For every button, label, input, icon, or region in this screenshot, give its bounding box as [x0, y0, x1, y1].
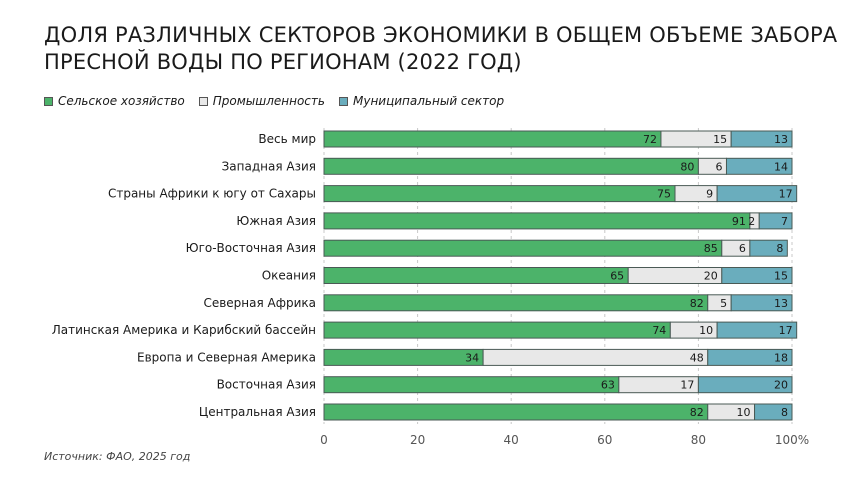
bar-segment — [323, 239, 723, 257]
legend-swatch-municipal — [338, 96, 348, 106]
x-tick-label: 80 — [691, 433, 706, 447]
legend-label: Промышленность — [212, 94, 325, 108]
source-note: Источник: ФАО, 2025 год — [44, 450, 191, 463]
data-label: 18 — [774, 351, 788, 364]
data-label: 9 — [706, 188, 713, 201]
bar-segment — [754, 403, 793, 421]
bar-segment — [716, 321, 798, 339]
data-label: 13 — [774, 133, 788, 146]
data-label: 17 — [779, 188, 793, 201]
data-label: 8 — [781, 406, 788, 419]
data-label: 20 — [704, 270, 718, 283]
bar-segment — [323, 212, 751, 230]
bar-segment — [716, 185, 798, 203]
bar-segment — [323, 130, 662, 148]
bar-segment — [323, 403, 709, 421]
data-label: 74 — [652, 324, 666, 337]
x-tick-label: 40 — [504, 433, 519, 447]
bar-segment — [697, 376, 793, 394]
data-label: 48 — [690, 351, 704, 364]
data-label: 7 — [781, 215, 788, 228]
category-label: Юго-Восточная Азия — [186, 241, 316, 255]
bar-segment — [707, 348, 793, 366]
data-label: 6 — [715, 160, 722, 173]
category-label: Страны Африки к югу от Сахары — [108, 187, 316, 201]
bar-segment — [749, 239, 788, 257]
bar-segment — [323, 321, 671, 339]
legend-label: Муниципальный сектор — [352, 94, 505, 108]
bar-segment — [730, 130, 793, 148]
data-label: 6 — [739, 242, 746, 255]
chart-title: Доля различных секторов экономики в обще… — [44, 23, 838, 74]
data-label: 10 — [699, 324, 713, 337]
data-label: 34 — [465, 351, 479, 364]
category-label: Латинская Америка и Карибский бассейн — [52, 323, 316, 337]
x-tick-label: 20 — [410, 433, 425, 447]
bar-segment — [323, 348, 484, 366]
legend-swatch-industry — [198, 96, 208, 106]
data-label: 10 — [737, 406, 751, 419]
bar-segment — [323, 267, 629, 284]
bar-segment — [482, 348, 709, 366]
legend-item-municipal: Муниципальный сектор — [338, 94, 505, 108]
bar-segment — [758, 212, 793, 230]
data-label: 2 — [748, 215, 755, 228]
data-label: 75 — [657, 188, 671, 201]
bar-segment — [725, 157, 793, 175]
data-label: 8 — [776, 242, 783, 255]
data-label: 20 — [774, 379, 788, 392]
category-label: Восточная Азия — [217, 378, 316, 392]
data-label: 82 — [690, 297, 704, 310]
bar-segment — [721, 267, 793, 284]
category-label: Западная Азия — [222, 159, 316, 173]
data-label: 17 — [680, 379, 694, 392]
category-label: Южная Азия — [236, 214, 316, 228]
legend: Сельское хозяйство Промышленность Муници… — [44, 94, 504, 108]
data-label: 5 — [720, 297, 727, 310]
data-label: 15 — [713, 133, 727, 146]
category-label: Европа и Северная Америка — [137, 350, 316, 364]
legend-item-agriculture: Сельское хозяйство — [44, 94, 185, 108]
data-label: 14 — [774, 160, 788, 173]
legend-label: Сельское хозяйство — [58, 94, 185, 108]
bar-segment — [323, 157, 699, 175]
x-tick-label: 0 — [320, 433, 328, 447]
legend-swatch-agriculture — [44, 96, 53, 106]
data-label: 85 — [704, 242, 718, 255]
data-label: 82 — [690, 406, 704, 419]
bar-segment — [323, 185, 676, 203]
data-label: 13 — [774, 297, 788, 310]
category-label: Центральная Азия — [199, 405, 316, 419]
data-label: 65 — [610, 270, 624, 283]
bar-segment — [730, 294, 793, 312]
data-label: 63 — [601, 379, 615, 392]
bar-segment — [323, 294, 709, 312]
category-label: Весь мир — [258, 132, 316, 146]
data-label: 15 — [774, 270, 788, 283]
data-label: 72 — [643, 133, 657, 146]
legend-item-industry: Промышленность — [198, 94, 325, 108]
data-label: 17 — [779, 324, 793, 337]
data-label: 80 — [680, 160, 694, 173]
x-tick-label: 60 — [597, 433, 612, 447]
data-label: 91 — [732, 215, 746, 228]
category-label: Северная Африка — [203, 296, 316, 310]
x-tick-label: 100% — [775, 433, 809, 447]
category-label: Океания — [262, 269, 316, 283]
bar-segment — [323, 376, 620, 394]
